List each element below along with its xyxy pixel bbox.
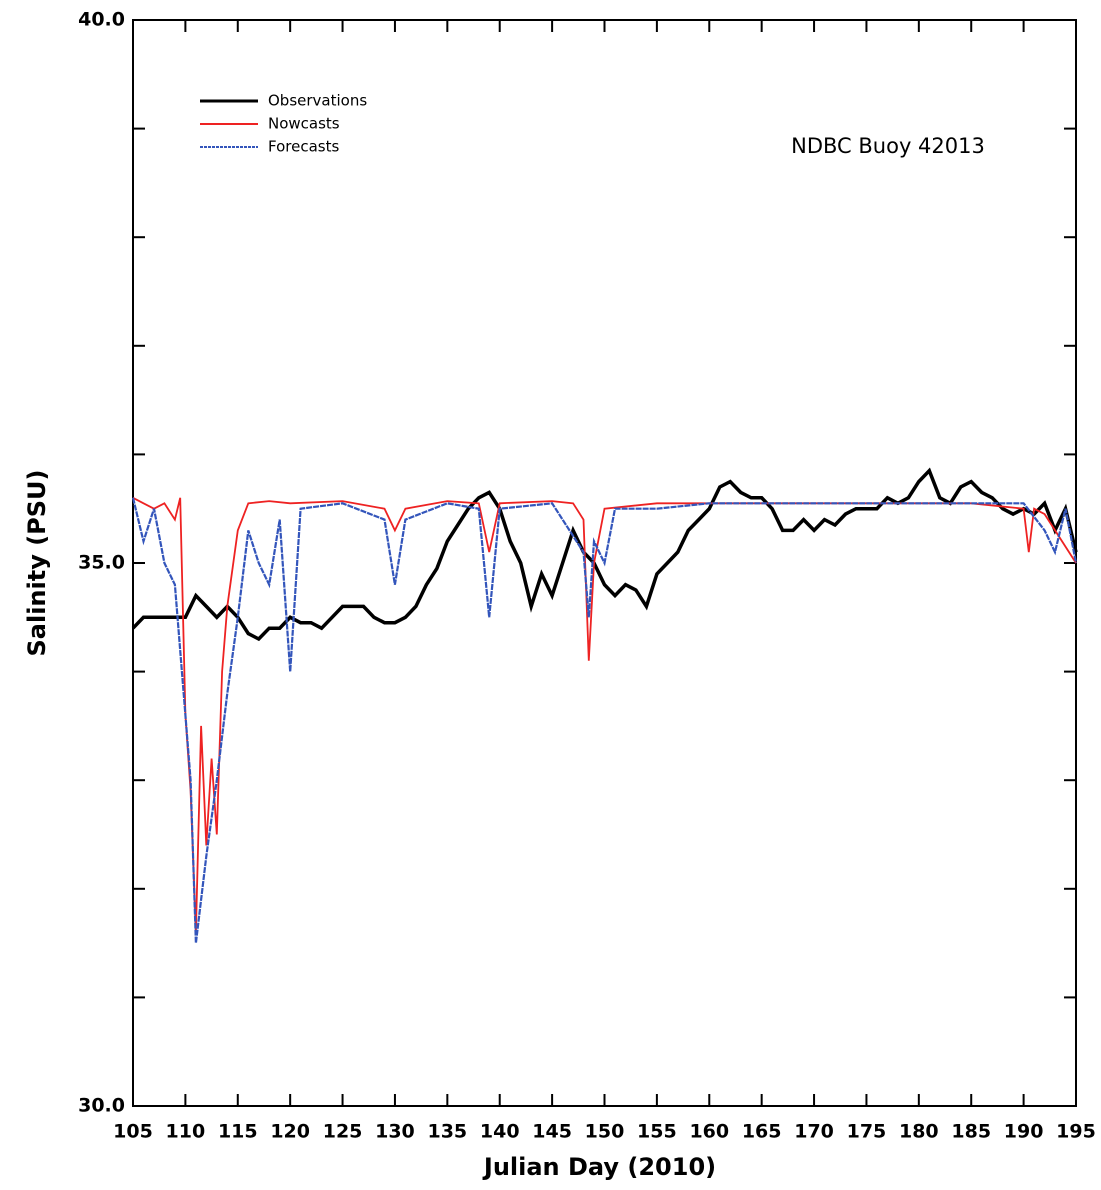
x-tick-label: 170 bbox=[794, 1121, 834, 1143]
y-axis-title: Salinity (PSU) bbox=[23, 469, 51, 656]
x-tick-label: 140 bbox=[480, 1121, 520, 1143]
x-tick-label: 190 bbox=[1004, 1121, 1044, 1143]
x-tick-label: 135 bbox=[427, 1121, 467, 1143]
x-tick-label: 185 bbox=[951, 1121, 991, 1143]
x-tick-label: 120 bbox=[270, 1121, 310, 1143]
x-tick-label: 105 bbox=[113, 1121, 153, 1143]
legend-label: Observations bbox=[268, 92, 367, 110]
legend-label: Forecasts bbox=[268, 138, 339, 156]
x-tick-label: 115 bbox=[218, 1121, 258, 1143]
x-tick-label: 180 bbox=[899, 1121, 939, 1143]
legend-label: Nowcasts bbox=[268, 115, 340, 133]
x-tick-label: 175 bbox=[847, 1121, 887, 1143]
x-tick-label: 110 bbox=[166, 1121, 206, 1143]
x-tick-label: 195 bbox=[1056, 1121, 1096, 1143]
y-tick-label: 30.0 bbox=[78, 1095, 125, 1117]
x-tick-label: 165 bbox=[742, 1121, 782, 1143]
series-line bbox=[131, 467, 1078, 642]
y-tick-label: 35.0 bbox=[78, 552, 125, 574]
x-tick-label: 160 bbox=[689, 1121, 729, 1143]
annotation: NDBC Buoy 42013 bbox=[791, 134, 985, 158]
x-tick-label: 125 bbox=[323, 1121, 363, 1143]
x-tick-label: 145 bbox=[532, 1121, 572, 1143]
series-line bbox=[131, 497, 1078, 944]
y-tick-label: 40.0 bbox=[78, 9, 125, 31]
x-tick-label: 130 bbox=[375, 1121, 415, 1143]
x-tick-label: 150 bbox=[585, 1121, 625, 1143]
x-tick-label: 155 bbox=[637, 1121, 677, 1143]
x-axis-title: Julian Day (2010) bbox=[482, 1153, 716, 1181]
